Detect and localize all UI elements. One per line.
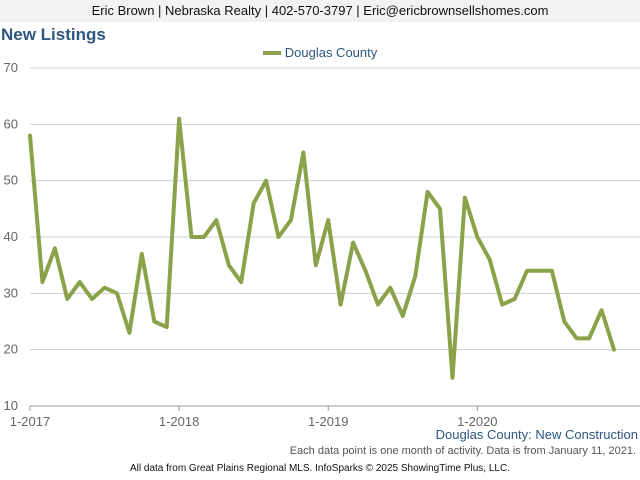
y-axis-ticks: 10 20 30 40 50 60 70 [4,60,18,413]
legend-swatch [262,50,281,55]
x-axis: 1-2017 1-2018 1-2019 1-2020 [10,406,498,429]
line-chart: 10 20 30 40 50 60 70 1-2017 1-2018 1-2019 1-2020 [4,60,640,429]
x-tick-label: 1-2017 [10,414,50,429]
contact-header: Eric Brown | Nebraska Realty | 402-570-3… [0,0,640,22]
series-line [28,116,616,380]
y-tick-label: 20 [4,342,18,357]
series-group [28,116,616,380]
chart-title: New Listings [1,25,106,44]
x-tick-label: 1-2019 [308,414,348,429]
legend-label: Douglas County [284,45,378,60]
y-tick-label: 40 [4,229,18,244]
y-tick-label: 70 [4,60,18,75]
y-tick-label: 50 [4,173,18,188]
chart-caption[interactable]: Douglas County: New Construction [435,427,638,442]
y-tick-label: 30 [4,285,18,300]
legend: Douglas County [0,45,640,61]
footer-credit: All data from Great Plains Regional MLS.… [130,463,510,474]
data-note: Each data point is one month of activity… [289,445,636,457]
x-tick-label: 1-2020 [457,414,497,429]
x-tick-label: 1-2018 [159,414,199,429]
y-tick-label: 60 [4,116,18,131]
y-tick-label: 10 [4,398,18,413]
grid-lines [30,67,640,407]
